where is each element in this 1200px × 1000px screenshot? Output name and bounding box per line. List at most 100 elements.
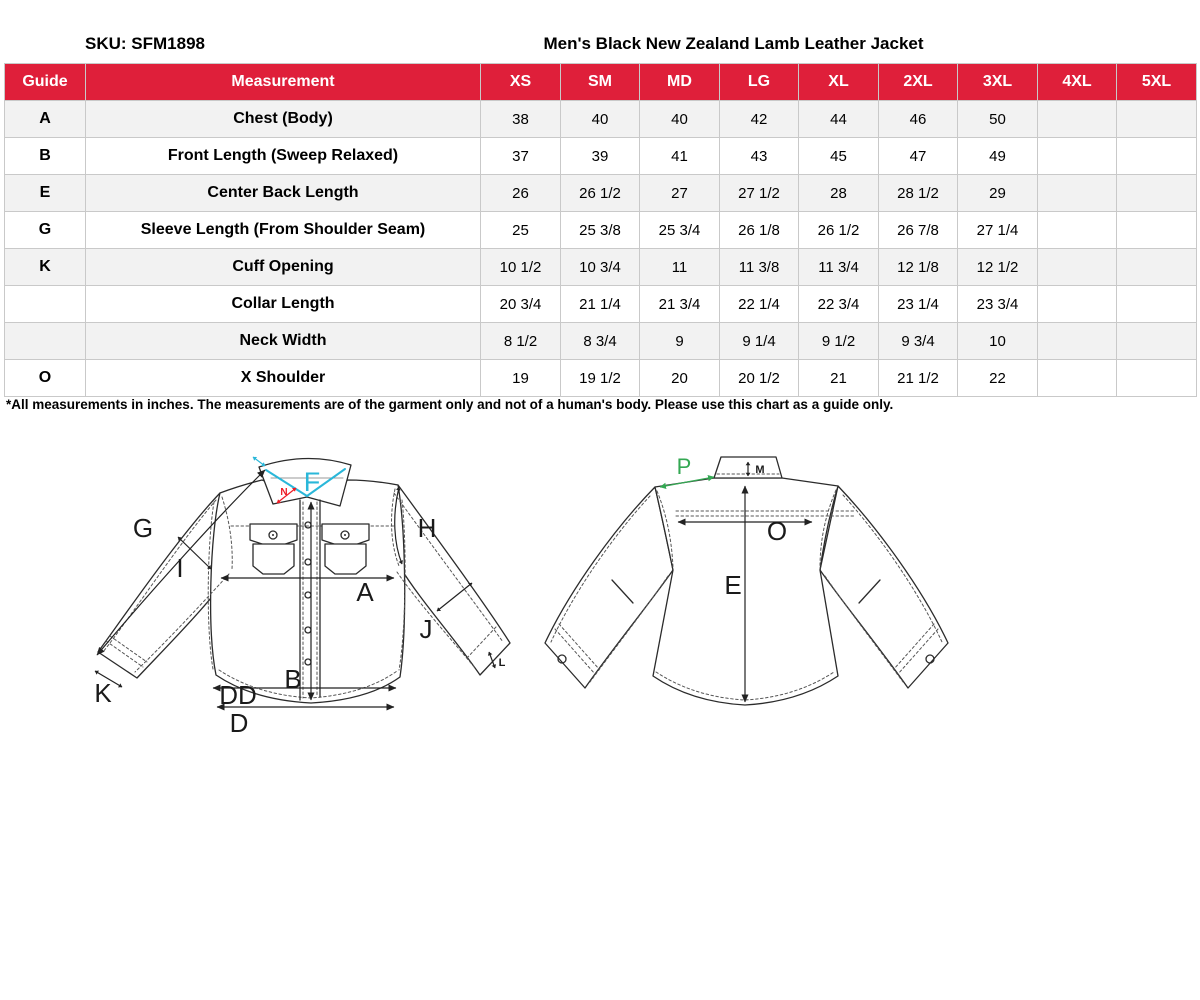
value-cell: 22 3/4 <box>798 285 879 323</box>
measurement-annotations <box>94 456 813 711</box>
value-cell: 26 1/2 <box>560 174 640 212</box>
value-cell: 27 1/2 <box>719 174 799 212</box>
arrow-I <box>177 536 212 570</box>
value-cell: 8 3/4 <box>560 322 640 360</box>
value-cell: 10 <box>957 322 1038 360</box>
value-cell: 19 <box>480 359 561 397</box>
left-pocket-body <box>252 543 295 575</box>
measurement-cell: Neck Width <box>85 322 481 360</box>
size-table-body: A Chest (Body) 38 40 40 42 44 46 50 B Front Length… <box>4 100 1197 397</box>
value-cell: 21 3/4 <box>639 285 720 323</box>
label-G: G <box>133 513 153 543</box>
column-header-guide: Guide <box>4 63 86 101</box>
arrow-F <box>252 456 266 467</box>
value-cell: 10 3/4 <box>560 248 640 286</box>
measurement-labels: G I F N H A J B K L DD D P M O E <box>94 454 787 738</box>
value-cell: 20 1/2 <box>719 359 799 397</box>
table-row-collar-length: Collar Length 20 3/4 21 1/4 21 3/4 22 1/4 22 … <box>4 285 1197 323</box>
column-header-3xl: 3XL <box>957 63 1038 101</box>
measurement-cell: X Shoulder <box>85 359 481 397</box>
size-table-wrapper: Guide Measurement XS SM MD LG XL 2XL 3XL 4XL 5XL A… <box>4 63 1197 397</box>
measurement-cell: Center Back Length <box>85 174 481 212</box>
measurement-cell: Collar Length <box>85 285 481 323</box>
label-B: B <box>284 664 301 694</box>
arrow-H <box>394 486 404 565</box>
value-cell: 11 3/8 <box>719 248 799 286</box>
value-cell: 20 <box>639 359 720 397</box>
value-cell: 21 1/2 <box>878 359 958 397</box>
value-cell: 22 <box>957 359 1038 397</box>
footnote-text: *All measurements in inches. The measure… <box>6 397 894 412</box>
value-cell: 50 <box>957 100 1038 138</box>
guide-cell: G <box>4 211 86 249</box>
value-cell: 26 7/8 <box>878 211 958 249</box>
back-right-sleeve <box>819 485 949 689</box>
value-cell: 37 <box>480 137 561 175</box>
value-cell: 9 1/4 <box>719 322 799 360</box>
value-cell: 11 <box>639 248 720 286</box>
value-cell <box>1037 174 1117 212</box>
value-cell: 40 <box>560 100 640 138</box>
arrow-J <box>436 582 473 612</box>
value-cell: 10 1/2 <box>480 248 561 286</box>
sku-label: SKU: SFM1898 <box>85 34 205 53</box>
column-header-measurement: Measurement <box>85 63 481 101</box>
value-cell <box>1037 322 1117 360</box>
table-row-chest-body: A Chest (Body) 38 40 40 42 44 46 50 <box>4 100 1197 138</box>
left-pocket-button <box>268 530 278 540</box>
value-cell <box>1037 248 1117 286</box>
value-cell: 49 <box>957 137 1038 175</box>
column-header-xl: XL <box>798 63 879 101</box>
column-header-2xl: 2XL <box>878 63 958 101</box>
left-cuff-button <box>557 654 567 664</box>
value-cell <box>1116 248 1197 286</box>
value-cell: 47 <box>878 137 958 175</box>
back-stitch-lines <box>550 473 943 701</box>
value-cell <box>1037 137 1117 175</box>
back-left-sleeve <box>544 486 674 689</box>
guide-cell: E <box>4 174 86 212</box>
table-row-neck-width: Neck Width 8 1/2 8 3/4 9 9 1/4 9 1/2 9 3/4 10 <box>4 322 1197 360</box>
value-cell <box>1116 137 1197 175</box>
value-cell: 26 <box>480 174 561 212</box>
label-M: M <box>755 464 764 476</box>
value-cell: 22 1/4 <box>719 285 799 323</box>
guide-cell: B <box>4 137 86 175</box>
label-D: D <box>230 708 249 738</box>
arrow-P <box>659 474 715 490</box>
label-L: L <box>499 657 506 669</box>
arrow-N <box>276 487 297 504</box>
value-cell: 11 3/4 <box>798 248 879 286</box>
label-DD: DD <box>219 680 257 710</box>
value-cell: 25 3/4 <box>639 211 720 249</box>
page-title: Men's Black New Zealand Lamb Leather Jac… <box>543 34 924 53</box>
label-F: F <box>304 467 321 497</box>
value-cell: 26 1/2 <box>798 211 879 249</box>
value-cell: 23 3/4 <box>957 285 1038 323</box>
value-cell <box>1116 322 1197 360</box>
value-cell: 27 <box>639 174 720 212</box>
value-cell <box>1037 359 1117 397</box>
value-cell: 21 <box>798 359 879 397</box>
column-header-sm: SM <box>560 63 640 101</box>
table-row-front-length-sweep-relaxed: B Front Length (Sweep Relaxed) 37 39 41 43 45 4… <box>4 137 1197 175</box>
column-header-lg: LG <box>719 63 799 101</box>
label-I: I <box>176 553 183 583</box>
value-cell: 25 <box>480 211 561 249</box>
value-cell: 9 3/4 <box>878 322 958 360</box>
table-row-center-back-length: E Center Back Length 26 26 1/2 27 27 1/2 28 28 … <box>4 174 1197 212</box>
label-N: N <box>280 487 287 498</box>
label-K: K <box>94 678 112 708</box>
value-cell: 9 1/2 <box>798 322 879 360</box>
value-cell <box>1116 211 1197 249</box>
table-row-sleeve-length-from-shoulder-seam: G Sleeve Length (From Shoulder Seam) 25 25 … <box>4 211 1197 249</box>
right-pocket-body <box>324 543 367 575</box>
value-cell <box>1116 174 1197 212</box>
guide-cell <box>4 322 86 360</box>
table-row-cuff-opening: K Cuff Opening 10 1/2 10 3/4 11 11 3/8 11 3/4 1… <box>4 248 1197 286</box>
value-cell: 23 1/4 <box>878 285 958 323</box>
column-header-md: MD <box>639 63 720 101</box>
value-cell: 38 <box>480 100 561 138</box>
value-cell: 29 <box>957 174 1038 212</box>
value-cell <box>1116 285 1197 323</box>
